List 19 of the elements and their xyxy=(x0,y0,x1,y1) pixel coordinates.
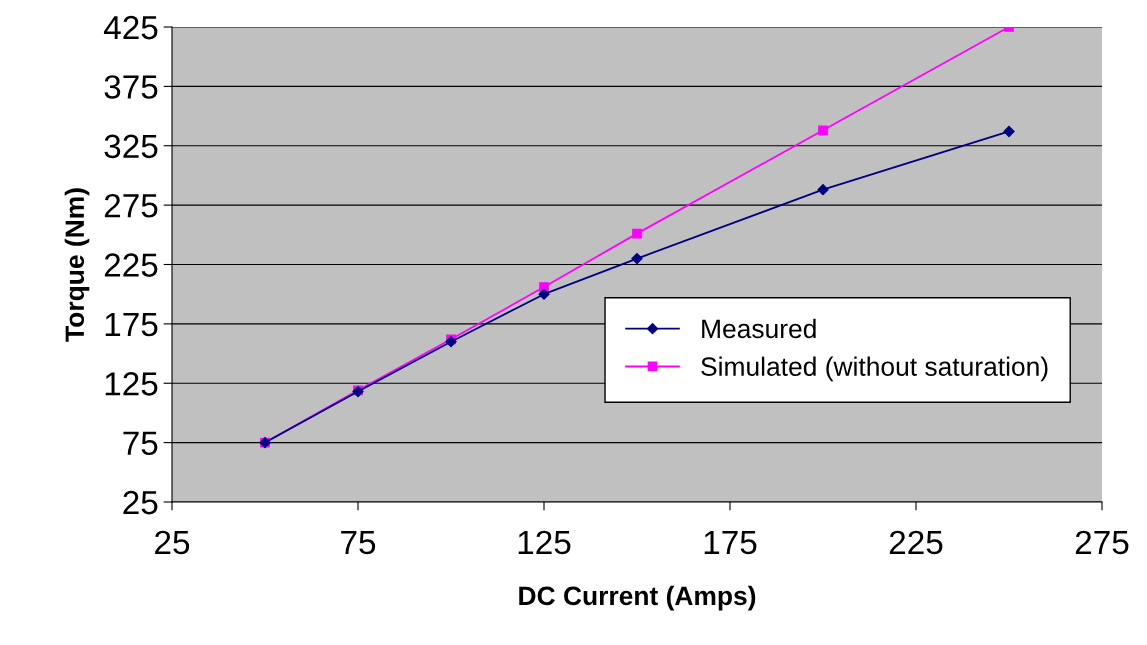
y-tick-label: 425 xyxy=(103,15,158,40)
x-tick-label: 125 xyxy=(518,530,571,555)
x-tick-label: 75 xyxy=(341,531,376,555)
y-tick-label: 75 xyxy=(123,431,158,456)
y-tick-label: 375 xyxy=(104,75,158,99)
legend-label: Measured xyxy=(702,318,816,339)
x-tick-label: 275 xyxy=(1075,530,1129,555)
y-tick-label: 225 xyxy=(104,253,158,277)
y-axis-title: Torque (Nm) xyxy=(64,188,90,342)
y-tick-label: 175 xyxy=(105,313,158,337)
legend-label: Simulated (without saturation) xyxy=(701,356,1048,382)
y-tick-label: 275 xyxy=(104,193,158,218)
y-tick-label: 125 xyxy=(105,372,158,396)
y-tick-label: 25 xyxy=(123,490,158,515)
x-tick-label: 225 xyxy=(889,530,943,555)
x-tick-label: 25 xyxy=(155,530,190,555)
y-tick-label: 325 xyxy=(104,134,158,159)
x-axis-title: DC Current (Amps) xyxy=(519,585,756,611)
x-tick-label: 175 xyxy=(704,531,757,555)
